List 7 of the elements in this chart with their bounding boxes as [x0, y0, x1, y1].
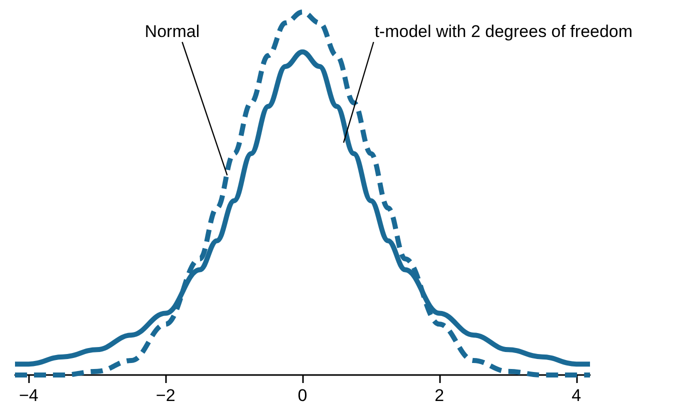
x-tick-label: 0	[298, 386, 308, 405]
annotation: Normal	[144, 22, 200, 41]
x-tick-label: −4	[18, 386, 38, 405]
x-tick-label: 2	[434, 386, 444, 405]
x-tick-label: 4	[572, 386, 582, 405]
annotation: t-model with 2 degrees of freedom	[374, 22, 633, 41]
x-tick-label: −2	[156, 386, 176, 405]
